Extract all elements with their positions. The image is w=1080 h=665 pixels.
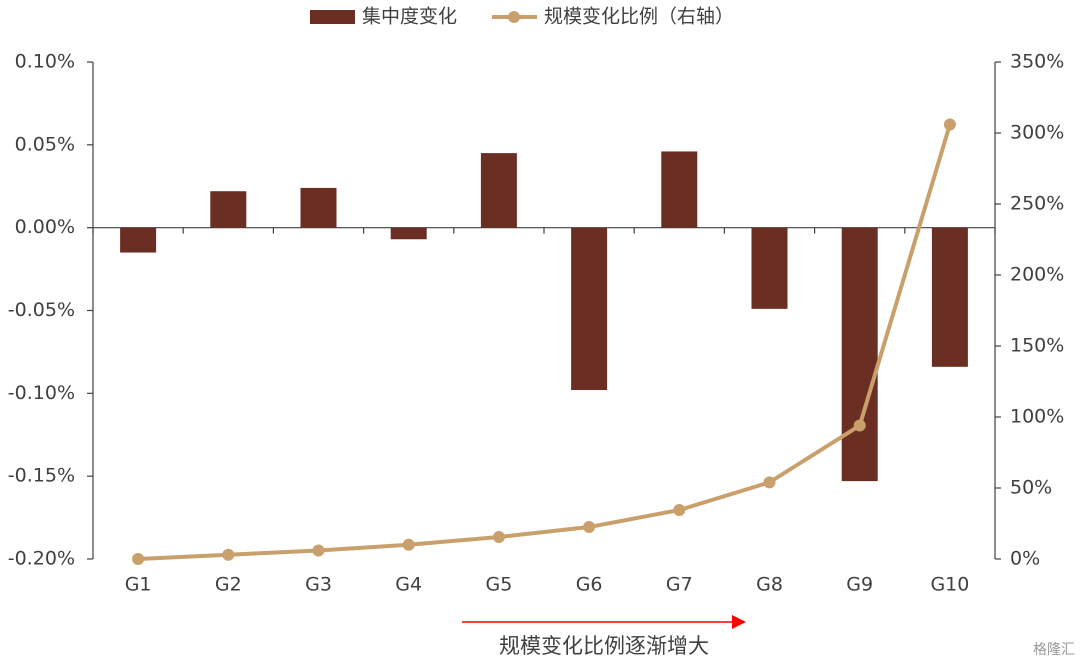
bar (931, 227, 968, 367)
bar (300, 187, 337, 228)
legend-swatch (310, 10, 355, 24)
line-point (673, 504, 686, 517)
y2-tick-label: 0% (1010, 548, 1040, 570)
y-tick-label: 0.10% (15, 51, 75, 73)
line-point (222, 548, 235, 561)
line-point (943, 118, 956, 131)
line-point (492, 530, 505, 543)
bar (751, 227, 788, 309)
x-tick-label: G8 (756, 574, 783, 596)
x-tick-label: G5 (485, 574, 512, 596)
y-tick-label: -0.20% (8, 548, 75, 570)
x-tick-label: G2 (215, 574, 242, 596)
x-tick-label: G4 (395, 574, 422, 596)
bar (120, 227, 157, 253)
legend-swatch (508, 11, 521, 23)
annotation: 规模变化比例逐渐增大 (499, 634, 709, 658)
y2-tick-label: 250% (1010, 193, 1064, 215)
y2-tick-label: 50% (1010, 477, 1052, 499)
x-tick-label: G9 (846, 574, 873, 596)
y2-tick-label: 300% (1010, 122, 1064, 144)
y-tick-label: -0.10% (8, 382, 75, 404)
line-point (132, 553, 145, 565)
line (138, 123, 952, 561)
y2-tick-label: 350% (1010, 51, 1064, 73)
y-tick-label: -0.05% (8, 299, 75, 321)
y2-tick-label: 100% (1010, 406, 1064, 428)
line-point (312, 544, 325, 557)
bar (480, 153, 517, 228)
bar (210, 191, 247, 228)
x-tick-label: G10 (930, 574, 969, 596)
line-point (583, 521, 596, 534)
y2-tick-label: 200% (1010, 264, 1064, 286)
bar (841, 227, 878, 482)
bar (571, 227, 608, 391)
legend-label: 规模变化比例（右轴） (544, 6, 734, 28)
x-tick-label: G3 (305, 574, 332, 596)
legend-label: 集中度变化 (362, 6, 457, 28)
x-tick-label: G7 (666, 574, 693, 596)
annotation-arrowhead (732, 615, 746, 629)
watermark: 格隆汇 (1033, 642, 1075, 658)
y2-tick-label: 150% (1010, 335, 1064, 357)
line-point (763, 476, 776, 489)
x-tick-label: G6 (576, 574, 603, 596)
bar (390, 227, 427, 240)
y-tick-label: 0.05% (15, 133, 75, 155)
y-tick-label: 0.00% (15, 216, 75, 238)
bar (661, 151, 698, 228)
line-point (853, 419, 866, 432)
y-tick-label: -0.15% (8, 465, 75, 487)
x-tick-label: G1 (125, 574, 152, 596)
line-point (402, 538, 415, 551)
